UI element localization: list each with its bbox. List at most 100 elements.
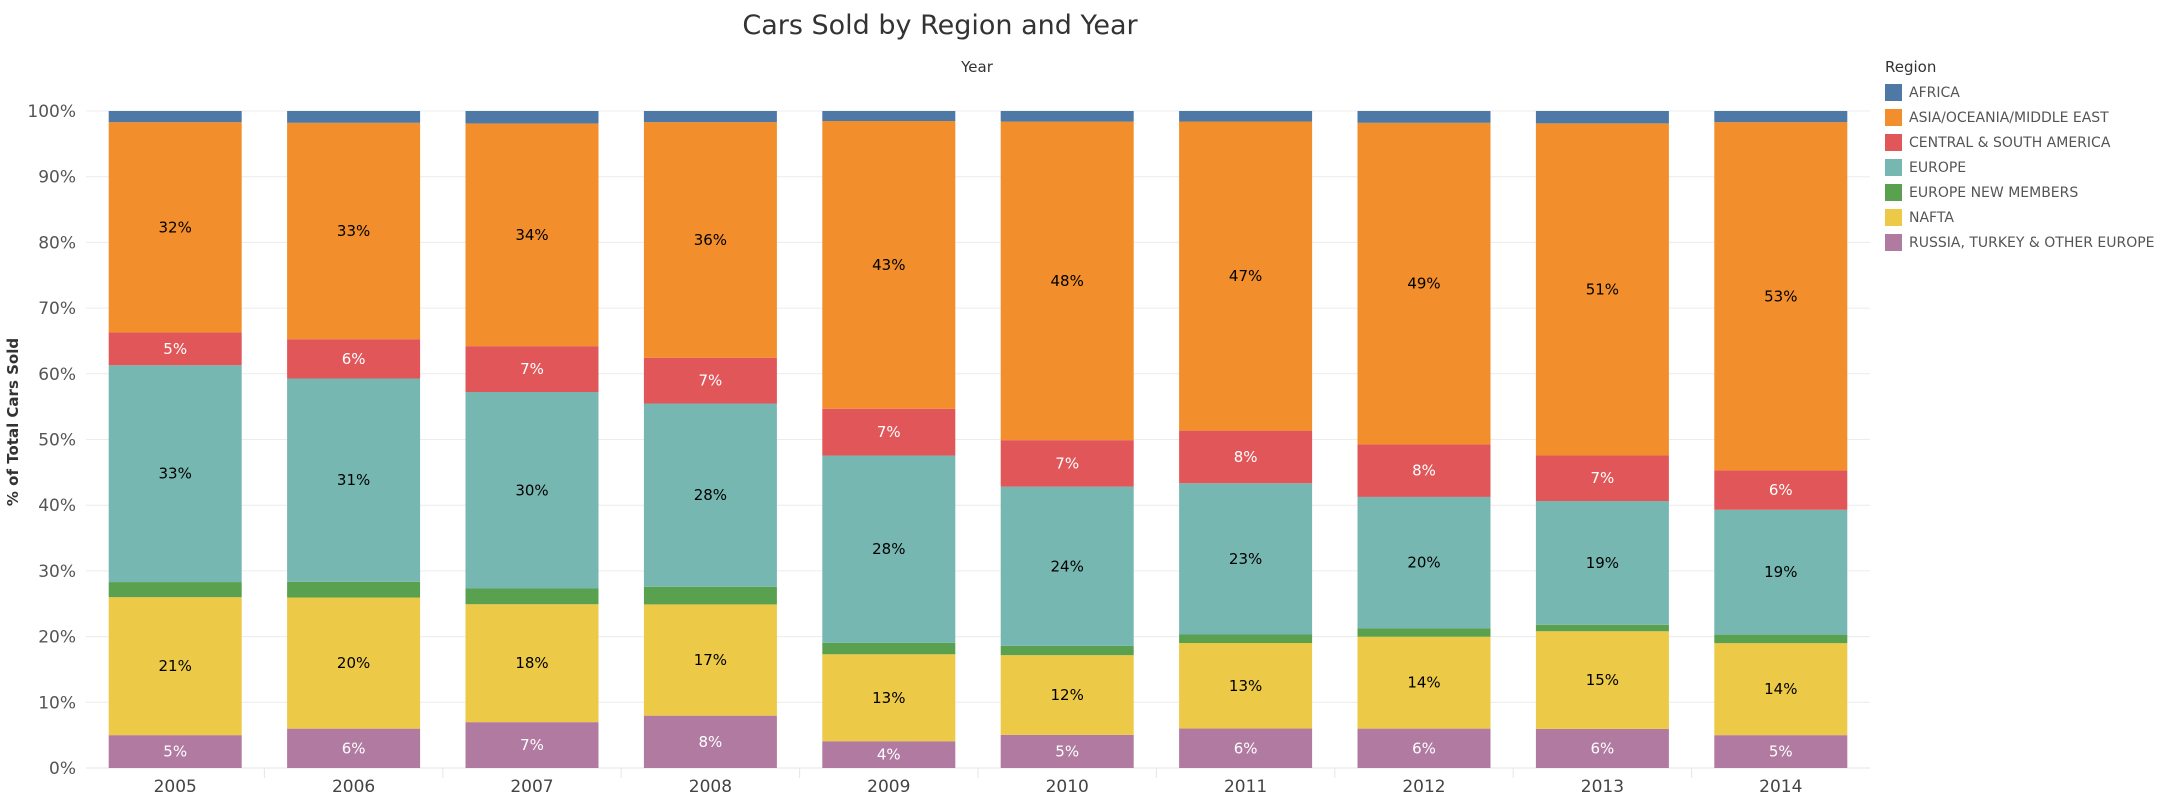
y-axis-title: % of Total Cars Sold <box>4 338 22 506</box>
data-label-asia-oceania-middle-east-2007: 34% <box>515 226 548 244</box>
data-label-asia-oceania-middle-east-2011: 47% <box>1229 267 1262 285</box>
bar-nafta-2009 <box>822 654 956 742</box>
data-label-europe-2014: 19% <box>1764 563 1797 581</box>
data-label-russia-turkey-other-europe-2009: 4% <box>877 746 901 764</box>
legend-item-central-south-america[interactable]: CENTRAL & SOUTH AMERICA <box>1885 130 2155 155</box>
bar-nafta-2007 <box>465 604 599 723</box>
bar-europe-new-members-2013 <box>1535 624 1669 632</box>
data-label-asia-oceania-middle-east-2005: 32% <box>159 218 192 236</box>
bar-africa-2011 <box>1179 111 1313 122</box>
bar-nafta-2011 <box>1179 643 1313 729</box>
data-label-russia-turkey-other-europe-2008: 8% <box>699 733 723 751</box>
data-label-nafta-2011: 13% <box>1229 677 1262 695</box>
bar-asia-oceania-middle-east-2012 <box>1357 122 1491 445</box>
bar-nafta-2006 <box>287 597 421 729</box>
bar-europe-2007 <box>465 392 599 589</box>
y-tick-label: 10% <box>38 693 76 713</box>
legend-item-africa[interactable]: AFRICA <box>1885 80 2155 105</box>
bar-europe-2009 <box>822 455 956 643</box>
y-tick-label: 30% <box>38 562 76 582</box>
x-tick-label-2009: 2009 <box>867 777 910 797</box>
legend-title: Region <box>1885 58 1937 76</box>
data-label-central-south-america-2006: 6% <box>342 350 366 368</box>
legend-swatch <box>1885 109 1902 126</box>
legend-item-europe-new-members[interactable]: EUROPE NEW MEMBERS <box>1885 180 2155 205</box>
data-label-asia-oceania-middle-east-2014: 53% <box>1764 287 1797 305</box>
data-label-central-south-america-2010: 7% <box>1055 454 1079 472</box>
bar-asia-oceania-middle-east-2008 <box>643 122 777 358</box>
legend-item-asia-oceania-middle-east[interactable]: ASIA/OCEANIA/MIDDLE EAST <box>1885 105 2155 130</box>
bar-russia-turkey-other-europe-2009 <box>822 741 956 768</box>
legend-label: RUSSIA, TURKEY & OTHER EUROPE <box>1909 234 2155 251</box>
legend-label: NAFTA <box>1909 209 1954 226</box>
legend-swatch <box>1885 159 1902 176</box>
bar-nafta-2008 <box>643 604 777 716</box>
bar-europe-2005 <box>108 365 242 583</box>
y-tick-label: 80% <box>38 233 76 253</box>
data-label-russia-turkey-other-europe-2005: 5% <box>163 743 187 761</box>
x-tick-label-2005: 2005 <box>154 777 197 797</box>
bar-nafta-2010 <box>1000 655 1134 735</box>
legend-label: ASIA/OCEANIA/MIDDLE EAST <box>1909 109 2109 126</box>
bar-russia-turkey-other-europe-2005 <box>108 735 242 768</box>
bar-asia-oceania-middle-east-2009 <box>822 121 956 409</box>
x-tick-label-2008: 2008 <box>689 777 732 797</box>
bar-asia-oceania-middle-east-2006 <box>287 122 421 340</box>
data-label-nafta-2007: 18% <box>515 654 548 672</box>
bar-africa-2013 <box>1535 111 1669 124</box>
data-label-europe-2012: 20% <box>1407 554 1440 572</box>
bar-central-south-america-2011 <box>1179 430 1313 484</box>
bar-europe-new-members-2006 <box>287 581 421 598</box>
bar-europe-2006 <box>287 378 421 582</box>
bar-russia-turkey-other-europe-2010 <box>1000 734 1134 768</box>
bar-russia-turkey-other-europe-2012 <box>1357 728 1491 768</box>
bar-central-south-america-2007 <box>465 346 599 393</box>
bar-russia-turkey-other-europe-2014 <box>1714 735 1848 768</box>
bar-nafta-2012 <box>1357 636 1491 729</box>
legend-swatch <box>1885 84 1902 101</box>
legend-item-europe[interactable]: EUROPE <box>1885 155 2155 180</box>
bar-europe-new-members-2011 <box>1179 634 1313 644</box>
bar-europe-2011 <box>1179 483 1313 635</box>
legend-label: EUROPE <box>1909 159 1967 176</box>
bar-russia-turkey-other-europe-2008 <box>643 715 777 768</box>
data-label-asia-oceania-middle-east-2006: 33% <box>337 222 370 240</box>
data-label-europe-2013: 19% <box>1586 554 1619 572</box>
bar-europe-new-members-2009 <box>822 642 956 655</box>
data-label-nafta-2009: 13% <box>872 689 905 707</box>
bar-africa-2012 <box>1357 111 1491 123</box>
bar-central-south-america-2012 <box>1357 444 1491 497</box>
y-tick-label: 60% <box>38 365 76 385</box>
bar-europe-new-members-2014 <box>1714 634 1848 644</box>
data-label-nafta-2010: 12% <box>1051 686 1084 704</box>
bar-central-south-america-2006 <box>287 339 421 379</box>
legend-swatch <box>1885 234 1902 251</box>
data-label-europe-2009: 28% <box>872 540 905 558</box>
y-tick-label: 70% <box>38 299 76 319</box>
x-axis-ticks: 2005 2006 2007 2008 2009 2010 2011 2012 2013 2014 <box>154 777 1803 797</box>
y-axis-ticks: 0% 10% 20% 30% 40% 50% 60% 70% 80% 90% 100% <box>27 102 76 779</box>
data-label-europe-2011: 23% <box>1229 550 1262 568</box>
x-tick-label-2012: 2012 <box>1402 777 1445 797</box>
data-label-europe-2007: 30% <box>515 481 548 499</box>
chart-title: Cars Sold by Region and Year <box>742 10 1138 41</box>
chart-canvas: 5% 21% 33% 5% 32% 6% 20% 31% 6% 33% 7% 18% 30% 7% 34% 8… <box>4 58 1870 797</box>
y-tick-label: 40% <box>38 496 76 516</box>
bars <box>108 111 1848 768</box>
bar-central-south-america-2013 <box>1535 455 1669 502</box>
bar-asia-oceania-middle-east-2013 <box>1535 123 1669 456</box>
bar-europe-2008 <box>643 403 777 587</box>
legend: Region AFRICA ASIA/OCEANIA/MIDDLE EAST CEN… <box>1885 58 2155 255</box>
legend-item-nafta[interactable]: NAFTA <box>1885 205 2155 230</box>
bar-central-south-america-2010 <box>1000 440 1134 487</box>
x-tick-label-2006: 2006 <box>332 777 375 797</box>
bar-africa-2014 <box>1714 111 1848 123</box>
bar-africa-2008 <box>643 111 777 123</box>
y-tick-label: 50% <box>38 431 76 451</box>
bar-europe-2014 <box>1714 509 1848 635</box>
data-label-central-south-america-2008: 7% <box>699 372 723 390</box>
data-label-europe-2010: 24% <box>1051 557 1084 575</box>
y-tick-label: 100% <box>27 102 76 122</box>
bar-central-south-america-2014 <box>1714 470 1848 510</box>
legend-item-russia-turkey-other-europe[interactable]: RUSSIA, TURKEY & OTHER EUROPE <box>1885 230 2155 255</box>
